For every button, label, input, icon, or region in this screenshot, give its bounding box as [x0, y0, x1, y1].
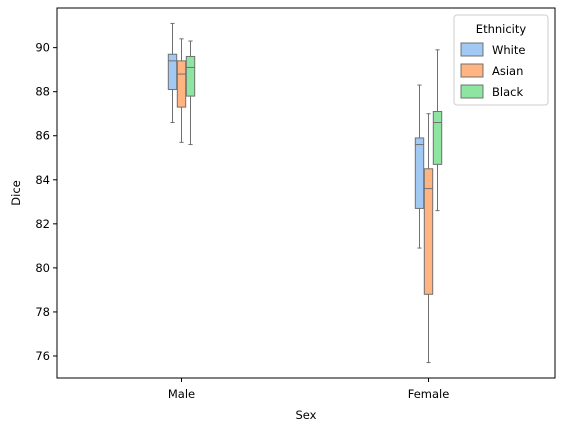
legend-label: Black — [492, 85, 523, 99]
legend-item-black: Black — [460, 84, 523, 99]
legend-box — [453, 14, 549, 106]
y-axis-label: Dice — [9, 180, 23, 205]
y-tick-label: 84 — [35, 173, 50, 187]
legend-swatch — [460, 42, 484, 57]
legend-label: White — [492, 43, 525, 57]
box-iqr — [414, 137, 425, 209]
box-black-female — [432, 49, 443, 212]
box-asian-male — [176, 38, 187, 143]
box-iqr — [423, 168, 434, 295]
legend-title: Ethnicity — [476, 22, 527, 36]
x-tick-label: Female — [408, 387, 450, 401]
legend: Ethnicity White Asian Black — [453, 14, 549, 106]
legend-items: White Asian Black — [460, 42, 525, 99]
legend-swatch — [460, 84, 484, 99]
y-tick-label: 76 — [35, 349, 50, 363]
box-asian-female — [423, 113, 434, 364]
legend-label: Asian — [492, 64, 523, 78]
box-white-male — [167, 22, 178, 124]
y-tick-label: 82 — [35, 217, 50, 231]
box-iqr — [167, 53, 178, 90]
y-tick-label: 80 — [35, 261, 50, 275]
x-tick-label: Male — [168, 387, 195, 401]
legend-item-white: White — [460, 42, 525, 57]
y-tick-label: 78 — [35, 305, 50, 319]
box-iqr — [432, 111, 443, 165]
y-tick-label: 90 — [35, 41, 50, 55]
box-iqr — [185, 55, 196, 97]
y-axis: 76 78 80 82 84 86 88 90 — [35, 41, 57, 363]
box-iqr — [176, 60, 187, 108]
x-axis: Male Female — [168, 378, 449, 401]
x-axis-label: Sex — [296, 408, 317, 422]
y-tick-label: 86 — [35, 129, 50, 143]
legend-swatch — [460, 63, 484, 78]
plot-frame — [56, 7, 556, 379]
plot-area — [167, 22, 443, 364]
y-tick-label: 88 — [35, 85, 50, 99]
box-white-female — [414, 84, 425, 249]
legend-item-asian: Asian — [460, 63, 523, 78]
box-black-male — [185, 40, 196, 146]
